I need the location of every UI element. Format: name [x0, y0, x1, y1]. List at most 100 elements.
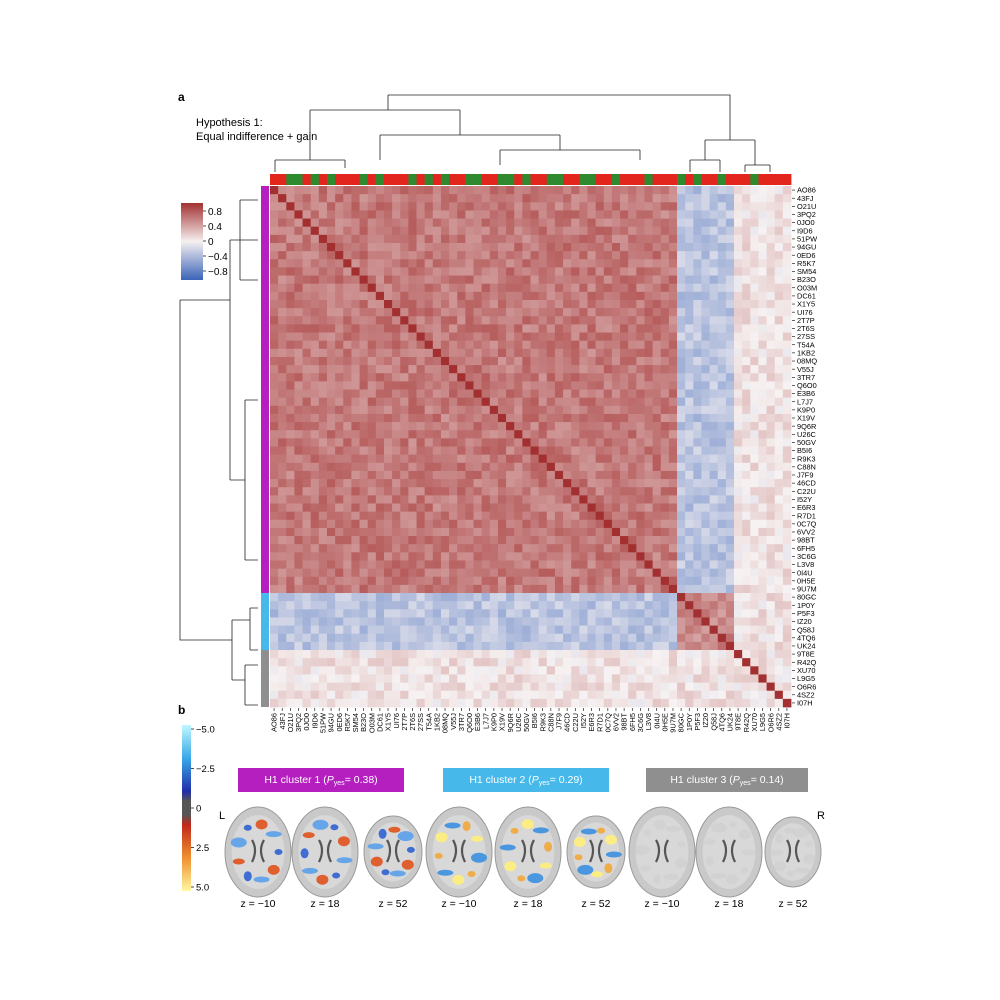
heatmap-cell	[603, 617, 613, 626]
heatmap-cell	[497, 422, 507, 431]
heatmap-cell	[579, 658, 588, 667]
heatmap-cell	[457, 454, 466, 464]
heatmap-cell	[514, 389, 523, 399]
heatmap-cell	[595, 365, 605, 374]
heatmap-cell	[709, 316, 719, 325]
heatmap-cell	[611, 650, 621, 659]
heatmap-cell	[652, 536, 662, 545]
heatmap-cell	[310, 584, 320, 594]
heatmap-cell	[538, 641, 548, 651]
heatmap-cell	[383, 242, 393, 252]
heatmap-cell	[725, 242, 735, 252]
activation-blob	[643, 829, 652, 836]
heatmap-cell	[636, 267, 645, 276]
heatmap-cell	[335, 381, 344, 390]
row-label: U26C	[797, 430, 817, 439]
column-label: Q6O0	[465, 713, 474, 733]
heatmap-cell	[579, 308, 588, 317]
heatmap-cell	[270, 259, 279, 268]
top-bar-cell	[668, 174, 678, 185]
heatmap-cell	[734, 576, 743, 586]
heatmap-cell	[392, 194, 401, 203]
heatmap-cell	[432, 641, 442, 651]
heatmap-cell	[636, 641, 645, 651]
heatmap-cell	[326, 601, 336, 610]
heatmap-cell	[302, 251, 312, 260]
heatmap-cell	[318, 397, 328, 407]
heatmap-cell	[473, 194, 483, 203]
heatmap-cell	[302, 560, 312, 570]
heatmap-cell	[514, 633, 523, 643]
heatmap-cell	[620, 641, 629, 651]
heatmap-cell	[660, 332, 670, 342]
heatmap-cell	[408, 658, 417, 667]
heatmap-cell	[766, 332, 776, 342]
heatmap-cell	[709, 568, 719, 578]
heatmap-cell	[709, 487, 719, 496]
heatmap-cell	[497, 438, 507, 447]
heatmap-cell	[611, 584, 621, 594]
heatmap-cell	[668, 242, 678, 252]
heatmap-cell	[644, 511, 654, 521]
heatmap-cell	[538, 454, 548, 464]
heatmap-cell	[408, 275, 417, 285]
heatmap-cell	[701, 259, 710, 268]
heatmap-cell	[766, 405, 776, 415]
heatmap-cell	[473, 674, 483, 683]
heatmap-cell	[546, 242, 556, 252]
heatmap-cell	[587, 283, 597, 293]
heatmap-cell	[424, 332, 434, 342]
heatmap-cell	[668, 389, 678, 399]
heatmap-cell	[709, 601, 719, 610]
heatmap-cell	[383, 356, 393, 366]
heatmap-cell	[677, 275, 686, 285]
heatmap-cell	[620, 389, 629, 399]
heatmap-cell	[351, 324, 360, 333]
heatmap-cell	[326, 576, 336, 586]
heatmap-cell	[489, 633, 499, 643]
heatmap-cell	[514, 650, 523, 659]
heatmap-cell	[343, 576, 352, 586]
heatmap-cell	[270, 650, 279, 659]
heatmap-cell	[701, 609, 710, 618]
heatmap-cell	[506, 479, 515, 488]
heatmap-cell	[554, 650, 564, 659]
heatmap-cell	[530, 690, 540, 700]
heatmap-cell	[668, 226, 678, 236]
heatmap-cell	[359, 487, 369, 496]
heatmap-cell	[628, 536, 637, 545]
heatmap-cell	[343, 511, 352, 521]
row-label: AO86	[797, 186, 816, 195]
heatmap-cell	[782, 690, 792, 700]
heatmap-cell	[644, 194, 654, 203]
heatmap-cell	[774, 242, 784, 252]
heatmap-cell	[359, 454, 369, 464]
heatmap-cell	[522, 356, 531, 366]
heatmap-cell	[709, 308, 719, 317]
brain-ventricle	[251, 839, 265, 863]
heatmap-cell	[473, 511, 483, 521]
heatmap-cell	[270, 242, 279, 252]
heatmap-cell	[351, 356, 360, 366]
heatmap-cell	[546, 576, 556, 586]
column-label: E3B6	[473, 713, 482, 731]
heatmap-cell	[432, 479, 442, 488]
activation-blob	[740, 867, 749, 874]
heatmap-cell	[514, 698, 523, 708]
heatmap-cell	[375, 560, 385, 570]
heatmap-cell	[603, 275, 613, 285]
heatmap-cell	[318, 275, 328, 285]
heatmap-cell	[766, 340, 776, 350]
heatmap-cell	[701, 316, 710, 325]
heatmap-cell	[620, 552, 629, 561]
row-label: 0C7Q	[797, 519, 817, 528]
heatmap-cell	[359, 609, 369, 618]
activation-blob	[738, 829, 751, 840]
heatmap-cell	[367, 283, 377, 293]
top-bar-cell	[489, 174, 499, 185]
heatmap-cell	[318, 470, 328, 480]
heatmap-cell	[652, 340, 662, 350]
heatmap-cell	[750, 283, 759, 293]
heatmap-cell	[660, 242, 670, 252]
heatmap-cell	[302, 601, 312, 610]
